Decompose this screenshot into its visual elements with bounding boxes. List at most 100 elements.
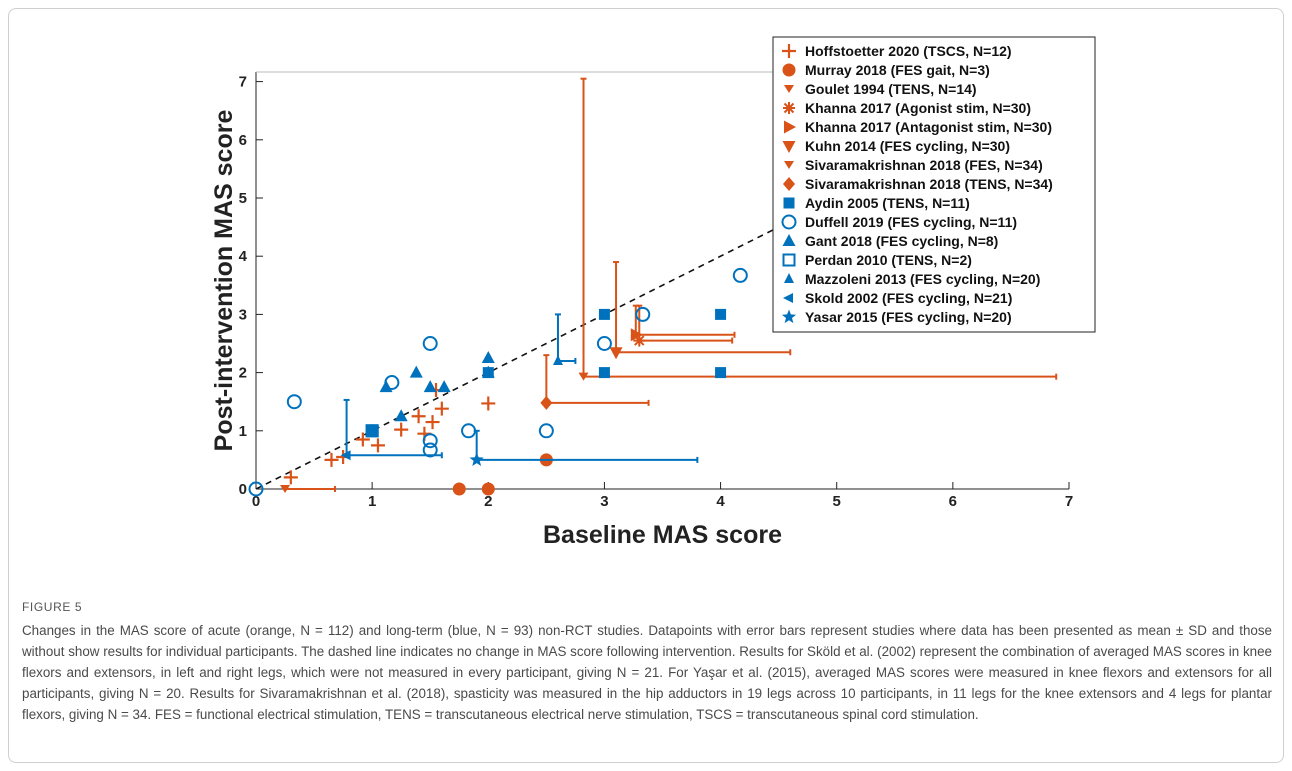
legend-item: Goulet 1994 (TENS, N=14) [784, 81, 977, 97]
data-point [481, 396, 496, 411]
series-12 [552, 313, 577, 365]
marker-pentagram [781, 309, 797, 324]
marker-triangle-down [782, 141, 796, 153]
data-point [394, 409, 408, 422]
x-tick-label: 3 [600, 493, 608, 510]
data-point [732, 267, 748, 283]
data-point [365, 423, 379, 436]
x-tick-label: 0 [252, 493, 260, 510]
legend-marker [782, 234, 796, 246]
marker-tick-up [552, 354, 563, 365]
marker-diamond [540, 395, 553, 410]
legend-label: Aydin 2005 (TENS, N=11) [805, 195, 970, 211]
marker-tick-up [784, 273, 794, 283]
data-point [365, 424, 379, 438]
legend-label: Gant 2018 (FES cycling, N=8) [805, 233, 998, 249]
data-point [598, 367, 610, 379]
legend-marker [782, 63, 796, 77]
legend-marker [783, 197, 795, 209]
data-point [280, 485, 291, 493]
marker-square-filled [715, 308, 727, 320]
series-7 [540, 354, 650, 410]
data-point [552, 354, 563, 365]
legend-marker [781, 214, 797, 230]
data-point [540, 395, 553, 410]
legend-item: Gant 2018 (FES cycling, N=8) [782, 233, 998, 249]
legend-marker [784, 273, 794, 283]
data-point [434, 401, 449, 416]
legend-item: Mazzoleni 2013 (FES cycling, N=20) [784, 271, 1040, 287]
data-point [452, 482, 466, 496]
series-14 [469, 429, 699, 466]
legend-item: Perdan 2010 (TENS, N=2) [782, 252, 972, 268]
data-point [596, 336, 612, 351]
data-point [283, 470, 298, 485]
legend-item: Hoffstoetter 2020 (TSCS, N=12) [782, 43, 1012, 59]
data-point [379, 380, 393, 393]
marker-triangle-up [379, 380, 393, 393]
legend-label: Murray 2018 (FES gait, N=3) [805, 62, 990, 78]
marker-plus [782, 44, 796, 58]
data-point [578, 372, 589, 381]
legend-marker [782, 253, 796, 267]
data-point [481, 482, 495, 496]
legend-label: Mazzoleni 2013 (FES cycling, N=20) [805, 271, 1040, 287]
marker-plus [324, 452, 339, 467]
data-point [609, 347, 623, 360]
y-tick-label: 0 [239, 481, 247, 498]
legend-marker [784, 120, 796, 134]
data-point [411, 409, 426, 424]
data-point [481, 365, 495, 378]
y-tick-label: 3 [239, 306, 247, 323]
marker-triangle-up [409, 365, 423, 378]
marker-tick-left [340, 450, 351, 461]
data-point [248, 481, 264, 497]
legend-marker [783, 177, 795, 191]
legend-item: Aydin 2005 (TENS, N=11) [783, 195, 970, 211]
y-tick-label: 6 [239, 132, 247, 149]
x-tick-label: 5 [833, 493, 841, 510]
marker-triangle-up [782, 234, 796, 246]
legend-label: Sivaramakrishnan 2018 (TENS, N=34) [805, 176, 1053, 192]
legend-marker [784, 161, 794, 169]
x-tick-label: 4 [716, 493, 725, 510]
legend-label: Hoffstoetter 2020 (TSCS, N=12) [805, 43, 1012, 59]
legend-marker [782, 44, 796, 58]
caption-text: Changes in the MAS score of acute (orang… [22, 623, 1272, 722]
marker-circle-open [286, 394, 302, 410]
legend-item: Yasar 2015 (FES cycling, N=20) [781, 309, 1012, 325]
legend-label: Skold 2002 (FES cycling, N=21) [805, 290, 1012, 306]
marker-triangle-up [423, 380, 437, 393]
marker-diamond [783, 177, 795, 191]
legend-marker [781, 309, 797, 324]
marker-square-filled [598, 367, 610, 379]
legend-item: Sivaramakrishnan 2018 (FES, N=34) [784, 157, 1043, 173]
data-point [425, 415, 440, 430]
marker-plus [355, 432, 370, 447]
legend-label: Khanna 2017 (Agonist stim, N=30) [805, 100, 1031, 116]
legend-item: Sivaramakrishnan 2018 (TENS, N=34) [783, 176, 1053, 192]
marker-tick-down [784, 161, 794, 169]
marker-star [633, 334, 646, 347]
data-point [461, 423, 477, 439]
marker-square-filled [598, 308, 610, 320]
marker-square-open [782, 253, 796, 267]
series-10 [365, 351, 495, 436]
marker-circle-open [422, 336, 438, 351]
marker-pentagram [469, 452, 484, 466]
marker-triangle-up [437, 380, 451, 393]
marker-triangle-right [630, 328, 643, 342]
data-point [630, 328, 643, 342]
legend-marker [782, 141, 796, 153]
data-point [469, 452, 484, 466]
data-point [633, 334, 646, 347]
legend-item: Murray 2018 (FES gait, N=3) [782, 62, 990, 78]
marker-triangle-up [365, 423, 379, 436]
series-1 [452, 453, 553, 496]
marker-circle-open [461, 423, 477, 439]
marker-tick-down [280, 485, 291, 493]
marker-plus [283, 470, 298, 485]
legend-marker [783, 293, 793, 303]
data-point [538, 423, 554, 439]
data-point [340, 450, 351, 461]
